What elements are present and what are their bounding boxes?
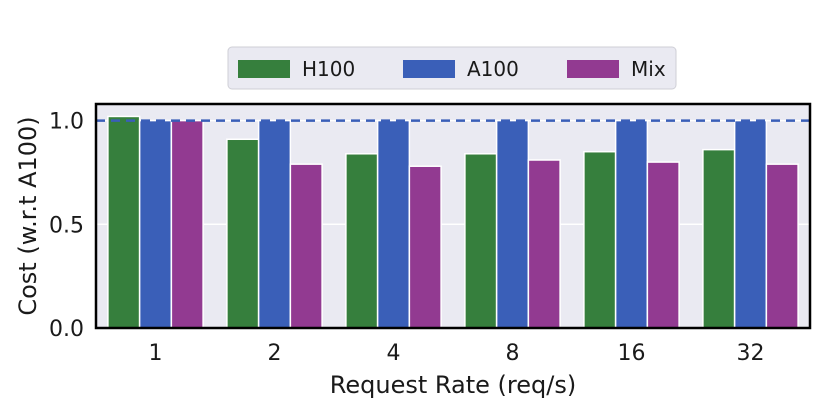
bar-mix-16 [646, 161, 680, 329]
y-tick-label: 0.5 [49, 213, 84, 238]
y-tick-labels: 0.0 0.5 1.0 [49, 110, 84, 342]
plot-frame [94, 102, 812, 330]
bar-h100-16 [583, 150, 617, 329]
bars [107, 115, 799, 329]
bar-mix-8 [527, 159, 561, 329]
y-axis-label: Cost (w.r.t A100) [14, 116, 42, 315]
x-axis-label: Request Rate (req/s) [330, 371, 576, 399]
bar-a100-2 [257, 119, 292, 329]
x-tick-labels: 1 2 4 8 16 32 [149, 341, 765, 366]
bar-mix-1 [170, 119, 204, 329]
legend-swatch-mix [567, 60, 619, 78]
x-tick-label: 4 [387, 341, 401, 366]
bar-mix-2 [289, 163, 323, 329]
y-tick-label: 0.0 [49, 317, 84, 342]
bar-h100-4 [345, 153, 379, 329]
legend-label-h100: H100 [302, 57, 355, 81]
bar-mix-4 [408, 165, 442, 329]
y-tick-label: 1.0 [49, 110, 84, 135]
bar-h100-2 [226, 138, 260, 329]
bar-a100-32 [733, 119, 768, 329]
bar-a100-16 [614, 119, 649, 329]
bar-a100-4 [376, 119, 411, 329]
bar-a100-8 [495, 119, 530, 329]
x-tick-label: 1 [149, 341, 163, 366]
legend-label-mix: Mix [631, 57, 666, 81]
bar-h100-8 [464, 153, 498, 329]
bar-mix-32 [765, 163, 799, 329]
legend-label-a100: A100 [467, 57, 519, 81]
x-tick-label: 32 [737, 341, 765, 366]
legend-swatch-h100 [238, 60, 290, 78]
bar-h100-1 [107, 115, 141, 329]
x-tick-label: 8 [506, 341, 520, 366]
x-tick-label: 2 [268, 341, 282, 366]
bar-h100-32 [702, 148, 736, 329]
legend: H100 A100 Mix [227, 46, 677, 90]
x-tick-label: 16 [618, 341, 646, 366]
plot-background [96, 104, 810, 328]
legend-swatch-a100 [403, 60, 455, 78]
bar-a100-1 [138, 119, 173, 329]
